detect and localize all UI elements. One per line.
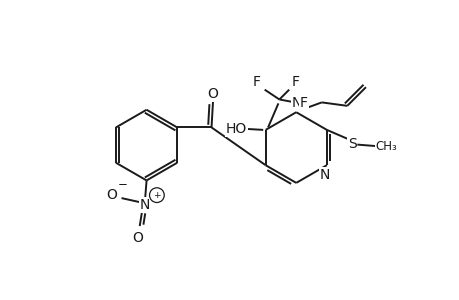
Text: CH₃: CH₃	[375, 140, 397, 153]
Text: F: F	[252, 75, 260, 89]
Text: O: O	[106, 188, 117, 202]
Text: HO: HO	[225, 122, 246, 136]
Text: N: N	[140, 198, 150, 212]
Text: N: N	[319, 168, 329, 182]
Text: F: F	[291, 75, 299, 89]
Text: F: F	[299, 96, 307, 110]
Text: O: O	[207, 87, 218, 101]
Text: O: O	[132, 231, 142, 245]
Text: −: −	[118, 178, 128, 191]
Text: N: N	[291, 96, 302, 110]
Text: +: +	[153, 190, 160, 200]
Text: S: S	[347, 136, 356, 151]
